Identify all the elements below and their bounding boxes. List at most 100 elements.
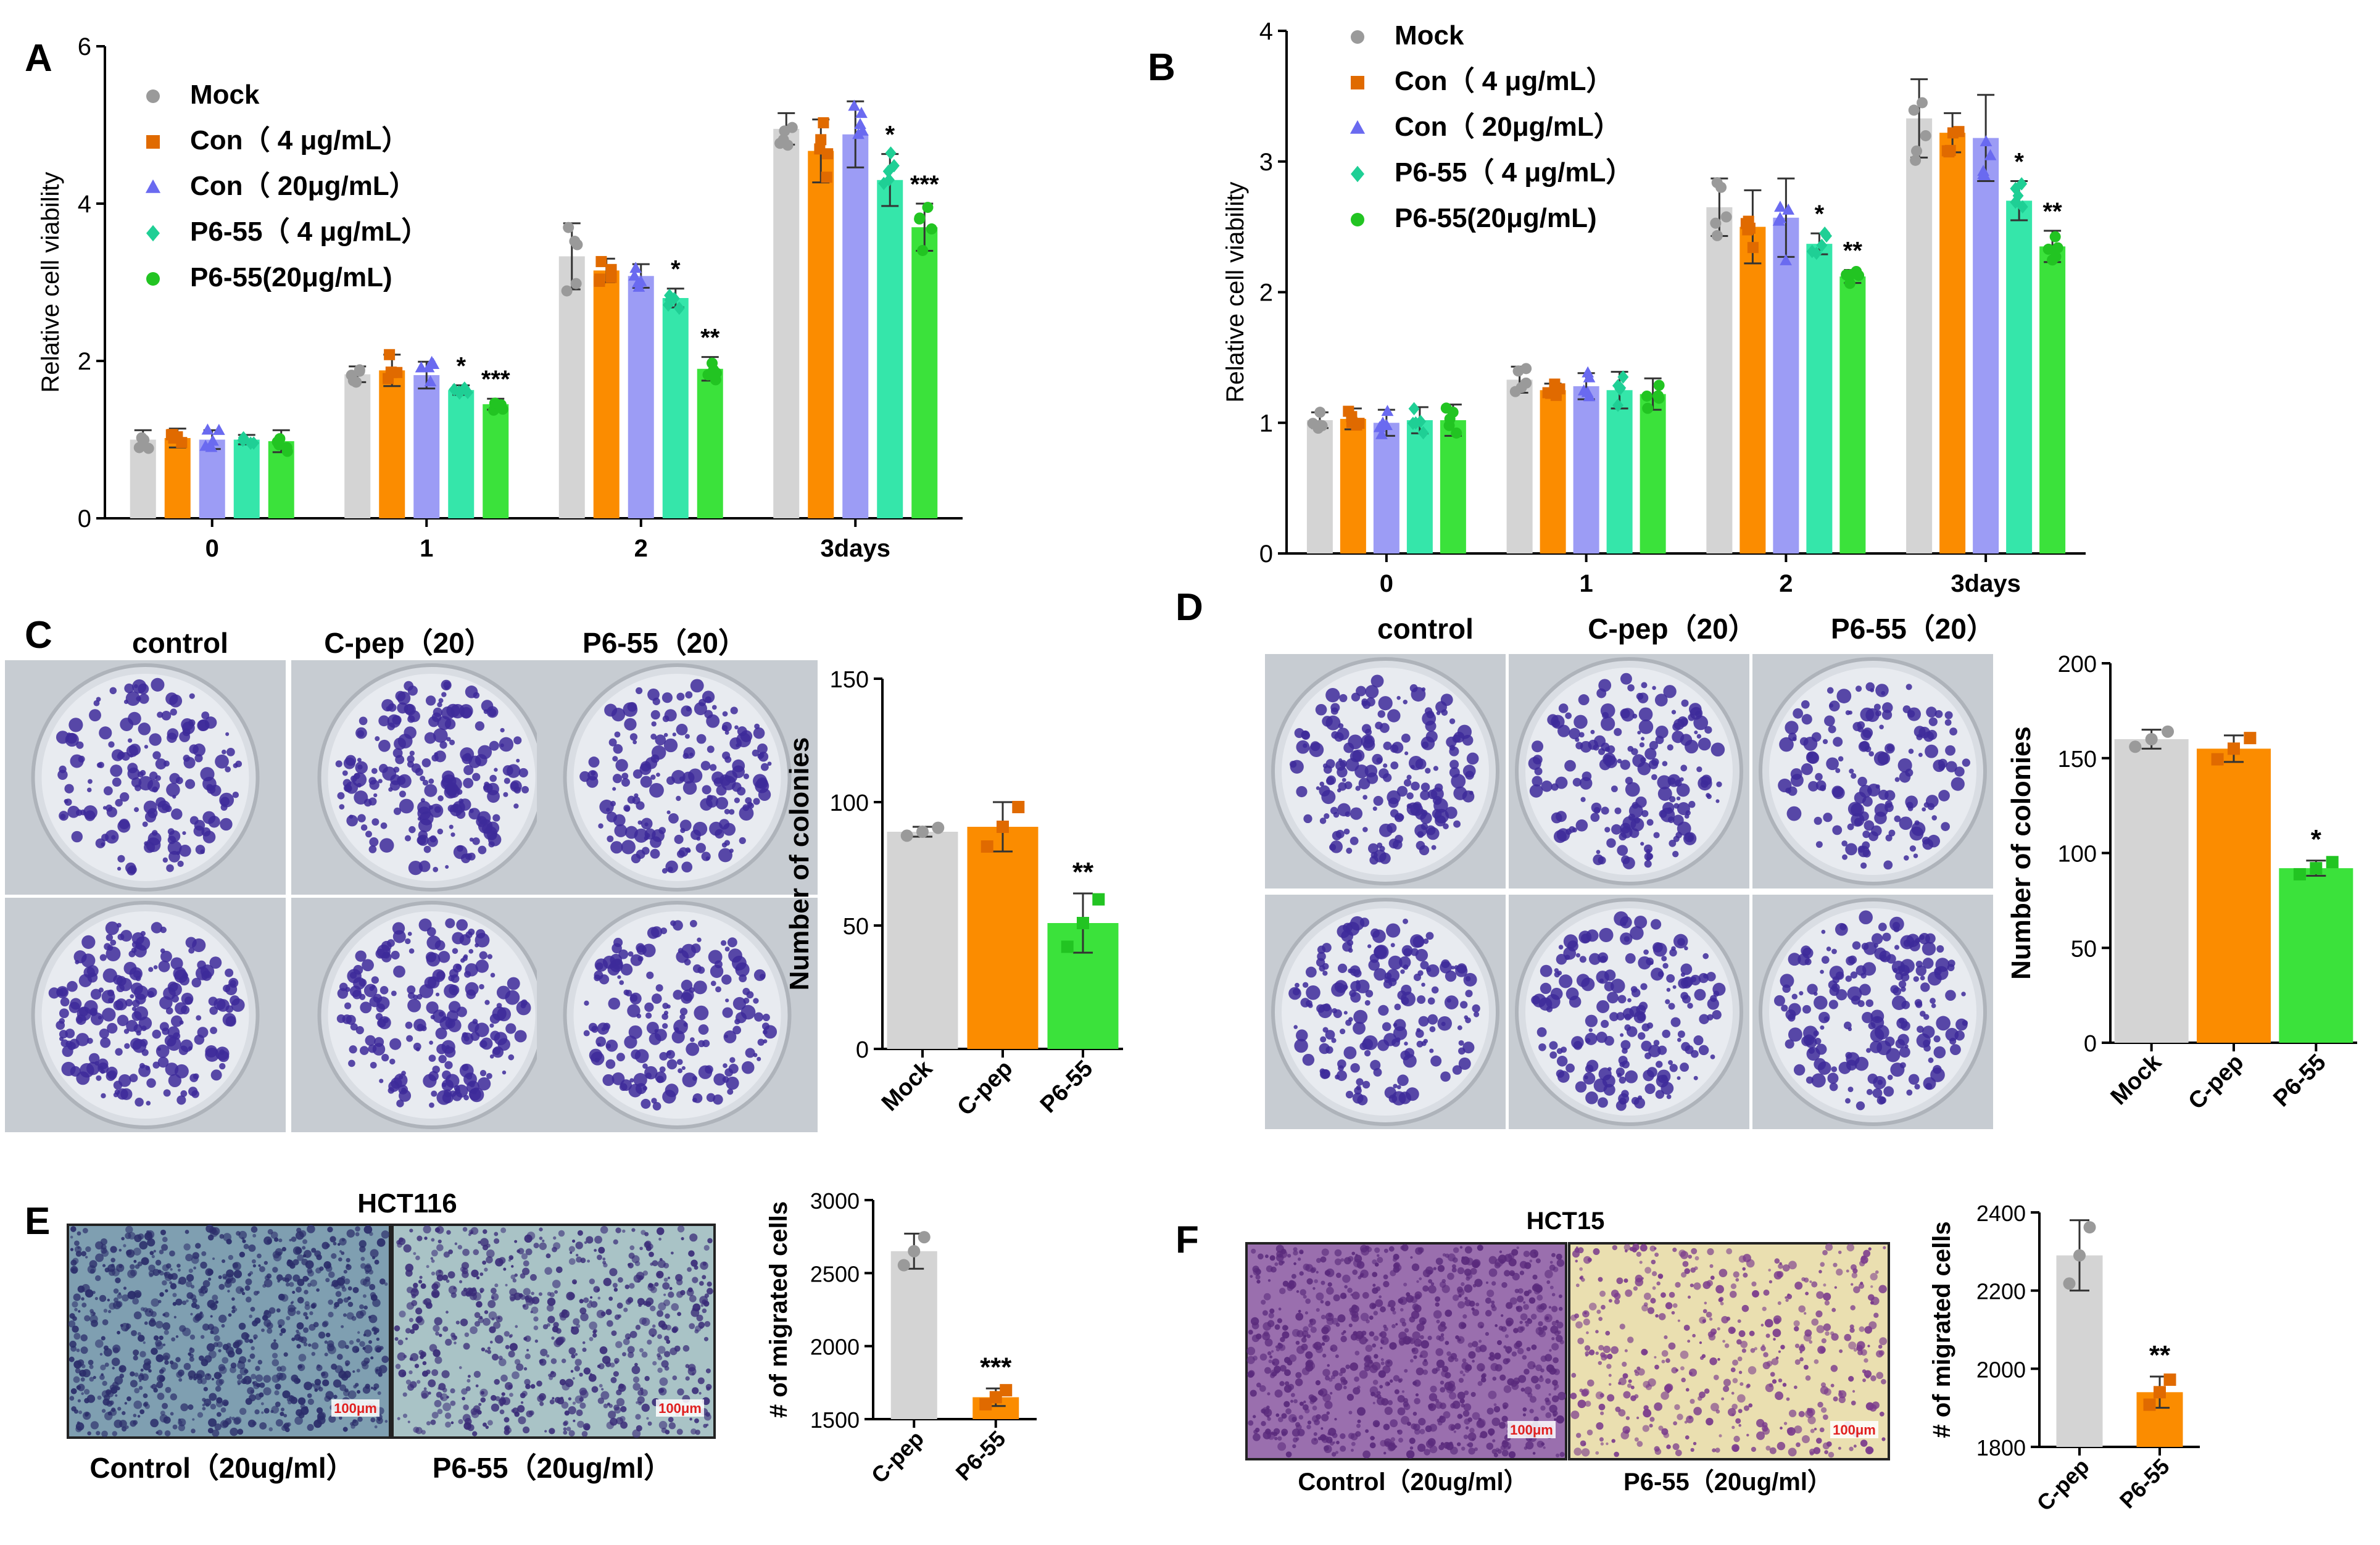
colony [650,849,660,859]
stained-cell [352,1370,355,1373]
stained-cell [609,1268,617,1276]
data-point [1077,917,1089,929]
stained-cell [160,1230,166,1235]
colony [698,1040,705,1047]
stained-cell [227,1290,230,1292]
colony [441,706,455,720]
colony [1801,763,1813,775]
stained-cell [318,1412,326,1420]
stained-cell [688,1250,695,1257]
stained-cell [69,1341,77,1348]
colony [1640,842,1644,845]
colony [128,739,132,743]
colony [1665,999,1670,1004]
colony [1344,829,1350,835]
colony [707,1093,715,1102]
colony [1849,769,1854,774]
stained-cell [487,1420,493,1425]
colony [117,1088,128,1100]
significance-marker: * [2311,824,2322,855]
stained-cell [248,1420,256,1428]
data-point [1314,407,1325,418]
colony [1620,760,1630,769]
stained-cell [242,1240,246,1243]
colony [1393,1084,1397,1088]
colony [1656,726,1669,739]
stained-cell [509,1393,513,1397]
stained-cell [1445,1309,1452,1317]
stained-cell [93,1376,96,1379]
data-point [1715,182,1727,193]
stained-cell [1250,1275,1253,1278]
colony [417,801,431,814]
stained-cell [100,1353,102,1356]
stained-cell [629,1245,634,1250]
colony [398,734,413,748]
colony [1922,807,1926,811]
colony [1330,807,1338,814]
colony [694,980,707,994]
colony [1868,1074,1878,1084]
colony [499,737,514,752]
colony [1791,774,1804,787]
colony [1680,992,1688,1000]
stained-cell [91,1320,98,1327]
colony [456,919,468,931]
colony [1607,992,1619,1003]
stained-cell [1383,1327,1388,1331]
stained-cell [149,1251,154,1255]
colony [220,797,230,806]
colony [1466,976,1471,982]
stained-cell [143,1341,146,1344]
colony [1397,1085,1401,1089]
colony [1437,1016,1451,1030]
stained-cell [628,1263,631,1266]
stained-cell [1459,1378,1464,1383]
stained-cell [114,1288,119,1294]
stained-cell [327,1227,333,1232]
data-point [922,202,933,213]
colony [1459,1058,1471,1070]
stained-cell [518,1248,524,1254]
panel-letter-E: E [25,1200,50,1243]
stained-cell [133,1349,139,1356]
colony [1569,728,1580,739]
colony [1342,942,1352,952]
stained-cell [474,1371,481,1378]
stained-cell [276,1274,283,1281]
stained-cell [446,1230,451,1235]
colony-plate [291,660,572,895]
colony [693,964,702,973]
stained-cell [218,1284,225,1290]
stained-cell [1495,1259,1503,1267]
colony [1404,1042,1408,1045]
colony [1914,1084,1920,1090]
stained-cell [209,1351,217,1359]
colony [118,1074,131,1087]
colony [1341,930,1353,942]
colony [1611,785,1618,792]
colony [1469,791,1474,795]
stained-cell [535,1340,538,1343]
x-tick-label: 0 [205,535,219,562]
stained-cell [258,1264,260,1267]
colony [630,994,637,1001]
stained-cell [426,1265,429,1268]
stained-cell [275,1383,281,1390]
stained-cell [1256,1383,1261,1388]
colony [1575,1081,1586,1092]
stained-cell [560,1397,563,1400]
colony [1667,1095,1672,1100]
colony [348,1060,355,1067]
stained-cell [200,1312,203,1315]
stained-cell [1296,1290,1299,1293]
stained-cell [376,1369,379,1372]
stained-cell [197,1412,203,1418]
stained-cell [656,1271,663,1278]
stained-cell [648,1422,652,1426]
stained-cell [1420,1350,1428,1358]
stained-cell [342,1287,347,1292]
stained-cell [162,1403,168,1409]
bar-1-s1 [379,370,405,518]
